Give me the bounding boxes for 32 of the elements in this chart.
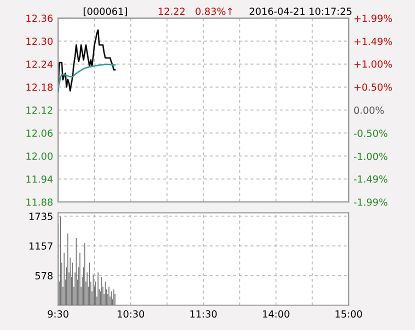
- line-series: [58, 64, 116, 89]
- x-tick-label: 14:00: [263, 310, 290, 318]
- y2-tick-label: -1.99%: [354, 198, 388, 206]
- text: 12.22: [158, 8, 185, 15]
- y2-tick-label: -1.49%: [354, 175, 388, 183]
- y2-tick-label: -0.50%: [354, 130, 388, 137]
- y2-tick-label: +1.49%: [354, 38, 392, 46]
- x-tick-label: 10:30: [118, 310, 144, 318]
- x-tick-label: 9:30: [48, 310, 68, 318]
- y-tick-label: 12.24: [26, 60, 53, 68]
- y-tick-label: 12.06: [26, 130, 53, 137]
- y-tick-label: 11.94: [26, 175, 53, 183]
- text: 2016-04-21 10:17:25: [250, 8, 352, 15]
- y-tick-label: 12.12: [26, 106, 52, 114]
- y2-tick-label: +1.00%: [354, 60, 392, 68]
- y2-tick-label: +0.50%: [354, 83, 392, 91]
- y-tick-label: 1157: [30, 242, 52, 250]
- y-tick-label: 11.88: [26, 198, 53, 206]
- y-tick-label: 578: [35, 272, 53, 280]
- y2-tick-label: 0.00%: [354, 106, 384, 114]
- text: 0.83%↑: [196, 8, 232, 15]
- chart-title: [000061]: [84, 7, 127, 16]
- line-series: [58, 29, 116, 92]
- x-tick-label: 11:30: [190, 310, 217, 318]
- x-tick-label: 15:00: [336, 310, 362, 318]
- y-tick-label: 1735: [30, 212, 52, 220]
- y-tick-label: 12.18: [26, 84, 53, 91]
- y2-tick-label: +1.99%: [354, 14, 392, 22]
- y-tick-label: 12.30: [26, 38, 53, 45]
- y-tick-label: 12.00: [26, 152, 53, 160]
- y2-tick-label: -1.00%: [354, 152, 388, 160]
- y-tick-label: 12.36: [26, 14, 53, 22]
